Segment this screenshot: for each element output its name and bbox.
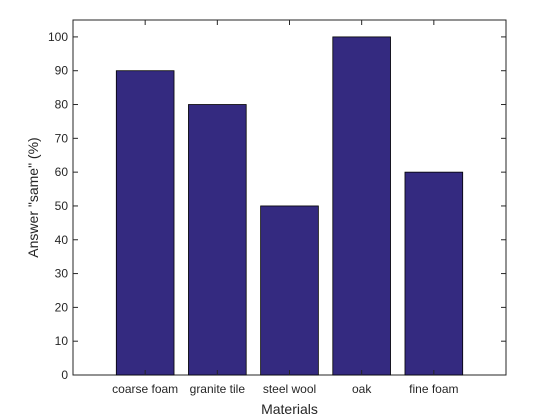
y-tick-label: 20 — [55, 300, 69, 314]
x-tick-label: granite tile — [190, 382, 246, 396]
bar-fine-foam — [404, 171, 464, 376]
y-tick-label: 70 — [55, 131, 69, 145]
y-tick-label: 60 — [55, 165, 69, 179]
y-tick-label: 90 — [55, 64, 69, 78]
x-tick-label: steel wool — [263, 382, 316, 396]
bar-steel-wool — [260, 205, 319, 376]
x-tick-label: fine foam — [409, 382, 458, 396]
x-tick-label: coarse foam — [112, 382, 178, 396]
bar-granite-tile — [188, 104, 247, 376]
y-tick-label: 80 — [55, 98, 69, 112]
y-tick-label: 30 — [55, 267, 69, 281]
bars-group — [115, 36, 464, 376]
bar-coarse-foam — [115, 70, 175, 376]
x-tick-label: oak — [352, 382, 372, 396]
x-axis-ticks: coarse foam granite tile steel wool oak fine… — [112, 20, 459, 396]
y-axis-label: Answer "same" (%) — [25, 137, 41, 257]
y-tick-label: 40 — [55, 233, 69, 247]
y-tick-label: 100 — [48, 30, 68, 44]
y-tick-label: 50 — [55, 199, 69, 213]
x-axis-label: Materials — [261, 401, 318, 417]
bar-oak — [332, 36, 391, 376]
y-axis-ticks: 0 10 20 30 40 50 60 70 80 90 100 — [48, 30, 506, 382]
y-tick-label: 10 — [55, 334, 69, 348]
y-tick-label: 0 — [61, 368, 68, 382]
